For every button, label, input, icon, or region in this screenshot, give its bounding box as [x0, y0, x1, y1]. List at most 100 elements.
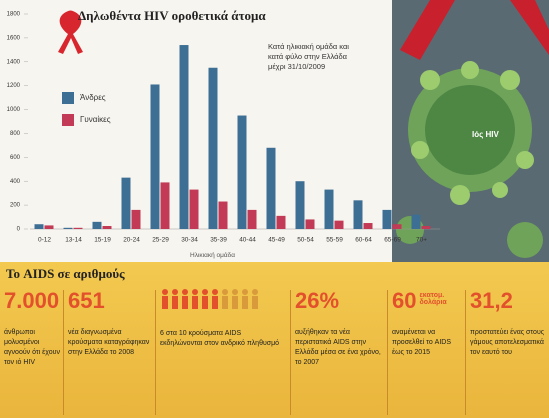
stat-item: 26% αυξήθηκαν τα νέα περιστατικά AIDS στη… — [295, 288, 387, 368]
person-icon — [162, 289, 168, 309]
stat-value: 31,2 — [470, 288, 513, 313]
ribbon-icon — [58, 10, 83, 54]
stat-text: προστατεύει ένας στους γάμους αποτελεσμα… — [470, 329, 545, 356]
bar — [411, 214, 421, 229]
bar — [102, 226, 112, 229]
person-icon — [252, 289, 258, 309]
stat-item: 60 εκατομ. δολάρια αναμένεται να προσελθεί… — [392, 288, 464, 358]
bar — [334, 220, 344, 229]
bar — [421, 226, 431, 229]
y-tick-label: 1200 — [7, 83, 21, 89]
x-tick-label: 25-29 — [152, 237, 169, 244]
bar — [392, 224, 402, 229]
separator — [63, 290, 64, 415]
legend-swatch — [62, 114, 74, 126]
bar — [92, 221, 102, 229]
stat-item: 7.000 άνθρωποι μολυσμένοι αγνοούν ότι έχο… — [4, 288, 64, 368]
stat-text: άνθρωποι μολυσμένοι αγνοούν ότι έχουν το… — [4, 329, 60, 366]
stat-text: αναμένεται να προσελθεί το AIDS έως το 2… — [392, 329, 452, 356]
bar — [34, 224, 44, 229]
bar — [160, 182, 170, 229]
virus-illustration — [392, 0, 549, 262]
y-tick-label: 0 — [17, 227, 21, 233]
stat-value: 60 — [392, 288, 417, 313]
bar — [266, 147, 276, 229]
y-tick-label: 1400 — [7, 59, 21, 65]
person-icon — [202, 289, 208, 309]
bar — [363, 223, 373, 229]
bar — [247, 209, 257, 229]
x-tick-label: 15-19 — [94, 237, 111, 244]
bar — [189, 189, 199, 229]
legend-label: Γυναίκες — [80, 115, 111, 124]
person-icon — [192, 289, 198, 309]
stat-value: 651 — [68, 288, 105, 313]
stat-item: 651 νέα διαγνωσμένα κρούσματα καταγράφηκα… — [68, 288, 150, 358]
bar — [305, 219, 315, 229]
bar — [150, 84, 160, 229]
person-icon — [242, 289, 248, 309]
stat-text: νέα διαγνωσμένα κρούσματα καταγράφηκαν σ… — [68, 329, 150, 356]
y-tick-label: 400 — [10, 179, 21, 185]
bar — [218, 201, 228, 229]
x-tick-label: 0-12 — [38, 237, 51, 244]
x-tick-label: 50-54 — [297, 237, 314, 244]
bar — [208, 67, 218, 229]
y-tick-label: 200 — [10, 203, 21, 209]
bar — [353, 200, 363, 229]
bar — [73, 227, 83, 229]
separator — [155, 290, 156, 415]
y-tick-label: 1000 — [7, 107, 21, 113]
person-icon — [182, 289, 188, 309]
person-icon — [172, 289, 178, 309]
bar — [324, 189, 334, 229]
bar — [44, 225, 54, 229]
x-tick-label: 13-14 — [65, 237, 82, 244]
y-tick-label: 1800 — [7, 12, 21, 18]
y-tick-label: 1600 — [7, 35, 21, 41]
x-axis-label: Ηλικιακή ομάδα — [190, 252, 236, 259]
person-icon — [212, 289, 218, 309]
bar — [276, 215, 286, 229]
bar — [131, 209, 141, 229]
bar — [382, 209, 392, 229]
x-tick-label: 30-34 — [181, 237, 198, 244]
bar — [295, 181, 305, 229]
stat-unit: εκατομ. δολάρια — [419, 292, 447, 306]
annotation: Κατά ηλικιακή ομάδα και κατά φύλο στην Ε… — [268, 42, 349, 71]
chart-title: Δηλωθέντα HIV οροθετικά άτομα — [78, 8, 266, 23]
person-icon — [232, 289, 238, 309]
bar — [237, 115, 247, 229]
stat-value: 26% — [295, 288, 340, 313]
bar — [121, 177, 131, 229]
image-label: Ιός HIV — [472, 130, 499, 139]
stats-title: Το AIDS σε αριθμούς — [6, 266, 125, 281]
legend-swatch — [62, 92, 74, 104]
y-tick-label: 600 — [10, 155, 21, 161]
x-tick-label: 20-24 — [123, 237, 140, 244]
stat-value: 7.000 — [4, 288, 60, 313]
stats-band — [0, 262, 549, 418]
stat-text: αυξήθηκαν τα νέα περιστατικά AIDS στην Ε… — [295, 329, 381, 366]
stat-item: 31,2 προστατεύει ένας στους γάμους αποτελ… — [470, 288, 546, 358]
x-tick-label: 40-44 — [239, 237, 256, 244]
x-tick-label: 55-59 — [326, 237, 343, 244]
separator — [465, 290, 466, 415]
x-tick-label: 65-69 — [384, 237, 401, 244]
x-tick-label: 45-49 — [268, 237, 285, 244]
bar — [63, 227, 73, 229]
legend-label: Άνδρες — [80, 93, 106, 102]
bar — [179, 45, 189, 229]
separator — [387, 290, 388, 415]
separator — [290, 290, 291, 415]
person-icon — [222, 289, 228, 309]
stat-item: 6 στα 10 κρούσματα AIDS εκδηλώνονται στο… — [160, 288, 282, 349]
x-tick-label: 60-64 — [355, 237, 372, 244]
y-tick-label: 800 — [10, 131, 21, 137]
x-tick-label: 70+ — [416, 237, 427, 244]
x-tick-label: 35-39 — [210, 237, 227, 244]
stat-text: 6 στα 10 κρούσματα AIDS εκδηλώνονται στο… — [160, 330, 280, 347]
people-icons — [160, 288, 282, 315]
